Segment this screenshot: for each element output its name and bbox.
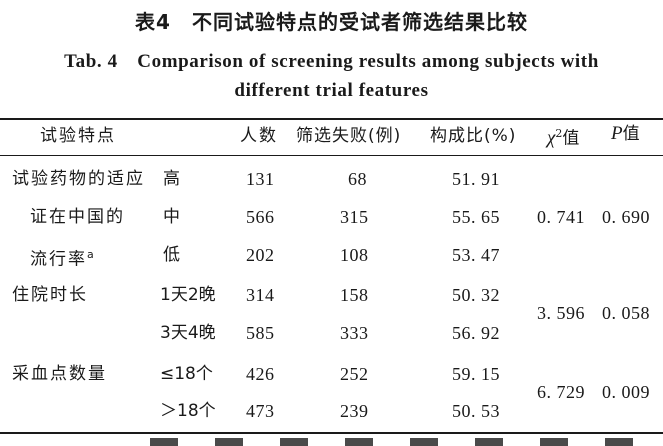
cell-ratio: 59. 15 (452, 364, 500, 384)
cell-failures: 239 (340, 401, 369, 421)
cell-chi-square: 0. 741 (537, 207, 585, 227)
group-label-prevalence-line2: 证在中国的 (30, 207, 125, 227)
cell-chi-square: 6. 729 (537, 382, 585, 402)
level-le-18: ≤18个 (160, 364, 213, 384)
table-bottom-rule (0, 432, 663, 434)
cropped-footnote-text (0, 438, 663, 446)
cell-ratio: 53. 47 (452, 245, 500, 265)
header-p-value: P值 (611, 123, 642, 144)
level-1day-2nights: 1天2晚 (160, 285, 216, 305)
cell-count: 473 (246, 401, 275, 421)
level-low: 低 (163, 245, 182, 265)
header-subject-count: 人数 (240, 126, 278, 146)
level-3days-4nights: 3天4晚 (160, 323, 216, 343)
level-gt-18: ＞18个 (160, 401, 216, 421)
cell-ratio: 50. 32 (452, 285, 500, 305)
group-label-prevalence-line3: 流行率a (30, 248, 96, 270)
cell-count: 566 (246, 207, 275, 227)
cell-count: 314 (246, 285, 275, 305)
header-chi-square: χ2值 (547, 127, 582, 149)
cell-count: 426 (246, 364, 275, 384)
cell-failures: 108 (340, 245, 369, 265)
cell-failures: 158 (340, 285, 369, 305)
cell-p-value: 0. 058 (602, 303, 650, 323)
cell-failures: 68 (348, 169, 367, 189)
cell-p-value: 0. 009 (602, 382, 650, 402)
group-label-prevalence-line1: 试验药物的适应 (12, 169, 145, 189)
cell-ratio: 50. 53 (452, 401, 500, 421)
cell-count: 131 (246, 169, 275, 189)
table-header-rule (0, 155, 663, 156)
header-composition-ratio: 构成比(%) (430, 126, 517, 146)
cell-failures: 315 (340, 207, 369, 227)
cell-chi-square: 3. 596 (537, 303, 585, 323)
cell-ratio: 55. 65 (452, 207, 500, 227)
cell-ratio: 51. 91 (452, 169, 500, 189)
table-top-rule (0, 118, 663, 120)
cell-failures: 252 (340, 364, 369, 384)
table-title-chinese: 表4 不同试验特点的受试者筛选结果比较 (135, 10, 528, 34)
cell-count: 202 (246, 245, 275, 265)
table-title-english-line2: different trial features (234, 80, 429, 101)
cell-failures: 333 (340, 323, 369, 343)
table-title-english-line1: Tab. 4 Comparison of screening results a… (64, 51, 599, 72)
header-screening-failures: 筛选失败(例) (296, 126, 402, 146)
cell-count: 585 (246, 323, 275, 343)
cell-ratio: 56. 92 (452, 323, 500, 343)
cell-p-value: 0. 690 (602, 207, 650, 227)
level-high: 高 (163, 169, 182, 189)
level-medium: 中 (163, 207, 182, 227)
group-label-blood-sampling-points: 采血点数量 (12, 364, 107, 384)
group-label-hospital-stay: 住院时长 (12, 285, 88, 305)
header-trial-feature: 试验特点 (40, 126, 116, 146)
footnote-a-marker: a (87, 248, 96, 261)
